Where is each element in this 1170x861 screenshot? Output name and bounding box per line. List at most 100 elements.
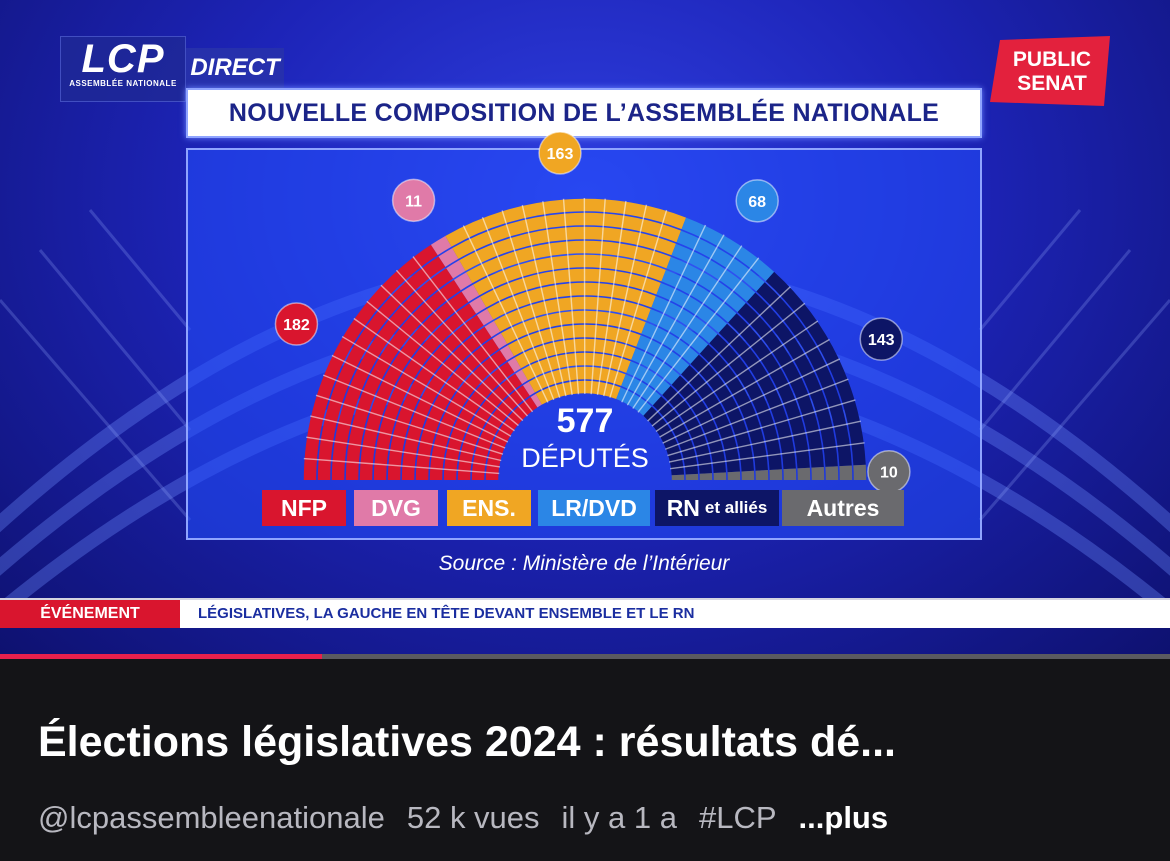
seat-divider-nfp [395, 269, 529, 417]
seat-row-nfp [443, 361, 515, 480]
lcp-logo-text: LCP [81, 37, 165, 81]
seat-group-rn [643, 271, 866, 476]
seat-divider-rn [667, 399, 856, 457]
seat-divider-rn [665, 378, 849, 450]
video-meta: @lcpassembleenationale 52 k vues il y a … [38, 800, 888, 836]
seat-row-nfp [345, 279, 461, 480]
seat-row-ens [507, 324, 641, 357]
legend-label-lr-dvd: LR/DVD [551, 494, 637, 521]
legend-item-rn: RN et alliés [655, 490, 779, 526]
seat-row-dvg [430, 235, 452, 256]
legend-label-rn: RN [666, 494, 700, 521]
more-button[interactable]: ...plus [798, 800, 889, 835]
seat-row-dvg [484, 321, 501, 338]
seat-row-dvg [492, 333, 508, 349]
legend-label-nfp: NFP [281, 494, 327, 521]
video-title[interactable]: Élections législatives 2024 : résultats … [38, 718, 897, 766]
seat-divider-nfp [366, 300, 519, 427]
seat-row-ens [445, 198, 687, 247]
seat-divider-rn [670, 442, 865, 470]
legend-item-nfp: NFP [262, 490, 346, 526]
seat-row-ens [459, 226, 676, 272]
video-progress-bar[interactable] [0, 654, 1170, 659]
seat-group-autres [671, 464, 867, 480]
seat-row-dvg [446, 260, 466, 279]
public-senat-logo-line2: SENAT [1017, 72, 1087, 95]
seat-row-rn [728, 313, 810, 469]
seat-divider-nfp [380, 284, 524, 422]
seat-row-rn [699, 344, 768, 471]
seat-row-rn [746, 292, 838, 467]
seat-row-autres [783, 468, 797, 480]
seat-row-dvg [469, 296, 487, 314]
seat-row-nfp [359, 291, 469, 480]
seat-row-dvg [499, 345, 515, 361]
seat-row-rn [737, 302, 824, 468]
seat-count-bubbles: 182 11 163 68 143 10 [274, 131, 911, 494]
source-caption: Source : Ministère de l’Intérieur [438, 552, 730, 575]
video-progress-fill [0, 654, 322, 659]
seat-row-ens [480, 268, 661, 308]
lcp-logo-subtitle: ASSEMBLÉE NATIONALE [69, 79, 177, 88]
seat-divider-ens [481, 217, 555, 401]
seat-row-nfp [317, 256, 446, 480]
public-senat-logo: PUBLIC SENAT [990, 36, 1110, 106]
upload-age: il y a 1 a [561, 800, 677, 835]
seat-row-lr-dvd [671, 243, 756, 302]
seat-divider-nfp [331, 354, 509, 443]
seat-bubble-nfp [274, 302, 319, 346]
seat-row-ens [493, 296, 651, 332]
seat-row-rn [681, 365, 740, 473]
legend-item-dvg: DVG [354, 490, 438, 526]
seat-row-autres [685, 473, 699, 480]
seat-row-autres [755, 470, 769, 480]
seat-count-ens: 163 [547, 146, 574, 163]
news-ticker: ÉVÉNEMENT LÉGISLATIVES, LA GAUCHE EN TÊT… [0, 598, 1170, 628]
seat-count-rn: 143 [868, 332, 895, 349]
public-senat-logo-line1: PUBLIC [1013, 48, 1091, 71]
seat-row-dvg [530, 393, 542, 408]
video-player[interactable]: LCP ASSEMBLÉE NATIONALE DIRECT PUBLIC SE… [0, 0, 1170, 655]
seat-divider-nfp [303, 457, 500, 475]
live-badge: DIRECT [186, 48, 284, 88]
seat-row-ens [487, 282, 656, 320]
seat-divider-rn [651, 302, 806, 427]
seat-row-nfp [401, 326, 492, 480]
seat-row-autres [839, 465, 853, 480]
seat-row-nfp [303, 244, 438, 480]
seat-row-dvg [507, 357, 522, 373]
seat-row-rn [643, 406, 685, 476]
legend-label-rn-suffix: et alliés [704, 498, 768, 517]
seat-row-ens [500, 310, 646, 344]
seat-row-autres [741, 470, 755, 480]
legend-label-ens: ENS. [462, 494, 516, 521]
seat-row-ens [466, 240, 671, 284]
channel-handle[interactable]: @lcpassembleenationale [38, 800, 385, 835]
hashtag-link[interactable]: #LCP [699, 800, 777, 835]
seat-row-rn [718, 323, 796, 470]
seat-row-nfp [387, 315, 484, 480]
seat-row-dvg [438, 248, 459, 267]
seat-row-dvg [461, 284, 480, 302]
seat-row-ens [521, 352, 631, 381]
legend-item-ens: ENS. [447, 490, 531, 526]
seat-row-rn [671, 375, 726, 473]
seat-divider-rn [647, 286, 791, 422]
seat-row-nfp [429, 350, 507, 480]
seat-row-lr-dvd [666, 256, 746, 313]
seat-bubble-dvg [391, 178, 436, 223]
seat-divider-ens [521, 204, 567, 397]
legend-item-autres: Autres [782, 490, 904, 526]
seat-row-dvg [476, 308, 494, 326]
parliament-chart: 182 11 163 68 143 10 577 DÉPUTÉS [274, 131, 911, 494]
seat-row-autres [727, 471, 741, 480]
seat-row-dvg [515, 369, 528, 384]
seat-divider-ens [609, 209, 668, 398]
seat-row-ens [473, 254, 666, 296]
seat-row-rn [765, 271, 866, 466]
seat-divider-nfp [315, 394, 504, 455]
seat-divider-lr-dvd [626, 234, 725, 406]
seat-row-autres [825, 466, 839, 480]
seat-bubble-rn [859, 317, 903, 361]
video-info-panel [0, 659, 1170, 861]
